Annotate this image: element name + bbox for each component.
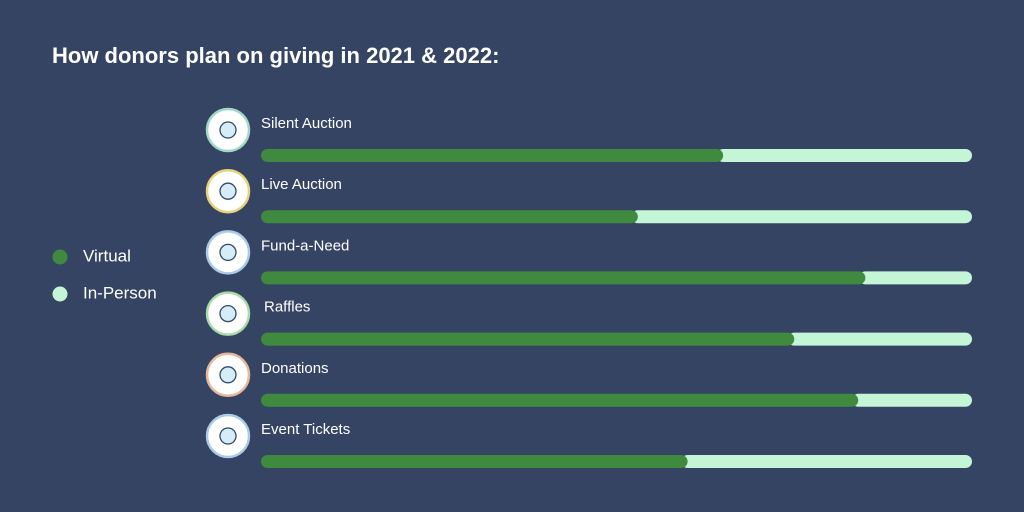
category-icon-glyph xyxy=(219,427,237,445)
legend-swatch xyxy=(52,286,68,302)
category-icon-glyph xyxy=(219,121,237,139)
category-label: Donations xyxy=(261,360,329,377)
bar-segment xyxy=(716,149,972,162)
legend-label: Virtual xyxy=(83,246,131,265)
category-label: Live Auction xyxy=(261,176,342,193)
bar-segment xyxy=(681,455,972,468)
chart-title: How donors plan on giving in 2021 & 2022… xyxy=(52,43,499,68)
legend-label: In-Person xyxy=(83,283,157,302)
category-label: Silent Auction xyxy=(261,115,352,132)
bar-segment xyxy=(631,210,972,224)
bar-segment xyxy=(261,455,688,468)
bar-segment xyxy=(261,149,724,162)
bar-segment xyxy=(787,332,972,346)
bar-segment xyxy=(261,210,638,224)
category-label: Raffles xyxy=(264,299,310,316)
category-icon-glyph xyxy=(219,243,237,262)
category-icon-glyph xyxy=(219,304,237,323)
legend-swatch xyxy=(52,249,68,265)
bar-segment xyxy=(261,393,859,407)
bar-segment xyxy=(261,271,866,285)
bar-segment xyxy=(261,332,795,346)
bar-segment xyxy=(851,393,972,407)
category-icon-glyph xyxy=(219,182,237,200)
category-label: Fund-a-Need xyxy=(261,237,349,254)
bar-segment xyxy=(858,271,972,285)
category-icon-glyph xyxy=(219,366,237,384)
category-label: Event Tickets xyxy=(261,421,350,438)
